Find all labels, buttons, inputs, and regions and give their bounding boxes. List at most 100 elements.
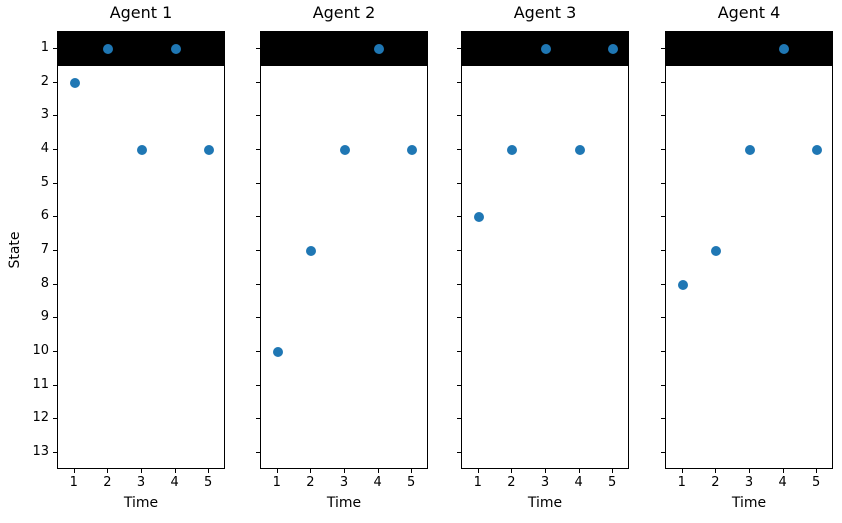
- y-tick: [661, 351, 665, 353]
- x-tick-label: 3: [540, 475, 550, 490]
- plot-area: [461, 31, 629, 469]
- y-tick: [457, 384, 461, 386]
- x-tick: [174, 469, 176, 473]
- y-tick: [661, 452, 665, 454]
- data-point: [306, 246, 317, 256]
- y-tick: [457, 148, 461, 150]
- y-tick: [661, 418, 665, 420]
- x-tick-label: 2: [306, 475, 315, 490]
- x-tick: [715, 469, 717, 473]
- x-tick: [511, 469, 513, 473]
- y-tick-label: 2: [40, 73, 49, 89]
- y-tick: [661, 81, 665, 83]
- y-tick: [53, 216, 57, 218]
- subplot-agent-1: Agent 1 Time 1 2 3 4 5 1 2 3 4 5 6 7 8 9 10 11 12 13: [32, 3, 225, 511]
- y-tick: [457, 317, 461, 319]
- y-tick: [457, 81, 461, 83]
- plot-area: [665, 31, 833, 469]
- x-tick: [681, 469, 683, 473]
- x-tick: [310, 469, 312, 473]
- x-tick-label: 3: [136, 475, 146, 490]
- y-tick: [256, 250, 260, 251]
- data-point: [473, 212, 484, 223]
- x-tick: [612, 469, 614, 473]
- data-point: [812, 144, 823, 155]
- y-tick: [53, 182, 57, 184]
- subplot-title: Agent 4: [717, 3, 781, 22]
- y-tick: [457, 418, 461, 420]
- x-tick: [141, 469, 142, 473]
- y-tick: [457, 351, 461, 353]
- y-tick-label: 4: [40, 140, 49, 156]
- x-tick-label: 2: [711, 475, 720, 490]
- subplot-title: Agent 3: [513, 3, 577, 22]
- subplot-title: Agent 1: [109, 3, 173, 22]
- y-tick: [53, 283, 57, 285]
- data-point: [340, 144, 350, 155]
- x-tick-label: 1: [677, 475, 686, 490]
- x-tick-label: 1: [69, 475, 78, 490]
- y-tick: [661, 148, 665, 150]
- y-tick: [457, 182, 461, 184]
- x-tick-label: 3: [339, 475, 349, 490]
- data-point: [69, 77, 80, 88]
- y-tick-label: 11: [32, 376, 49, 392]
- data-point: [778, 43, 789, 54]
- y-tick: [661, 115, 665, 117]
- y-tick: [457, 283, 461, 285]
- y-tick: [661, 384, 665, 386]
- x-tick-label: 4: [778, 475, 787, 490]
- x-tick-label: 1: [473, 475, 482, 490]
- y-tick: [661, 216, 665, 218]
- y-tick: [53, 47, 57, 49]
- data-point: [507, 144, 518, 155]
- y-tick: [53, 115, 57, 117]
- x-tick: [749, 469, 750, 473]
- x-tick-label: 4: [574, 475, 583, 490]
- state1-band: [666, 32, 832, 66]
- plot-area: [260, 31, 428, 469]
- y-tick: [53, 81, 57, 83]
- data-point: [541, 43, 551, 54]
- y-tick: [53, 351, 57, 353]
- y-tick: [256, 418, 260, 420]
- x-tick-label: 5: [812, 475, 821, 490]
- y-tick: [256, 182, 260, 184]
- y-tick-label: 8: [40, 275, 49, 291]
- y-tick: [53, 418, 57, 420]
- y-tick: [256, 452, 260, 454]
- x-axis-label: Time: [123, 495, 159, 511]
- y-tick-label: 12: [32, 410, 49, 426]
- data-point: [711, 246, 722, 256]
- x-tick: [276, 469, 278, 473]
- data-point: [373, 43, 384, 54]
- data-point: [608, 43, 619, 54]
- x-tick-label: 4: [170, 475, 179, 490]
- y-tick: [256, 317, 260, 319]
- data-point: [407, 144, 418, 155]
- x-tick: [545, 469, 546, 473]
- y-tick: [457, 47, 461, 49]
- x-tick-label: 5: [608, 475, 617, 490]
- y-tick: [256, 148, 260, 150]
- y-tick-label: 13: [32, 444, 49, 460]
- state1-band: [58, 32, 224, 66]
- y-tick: [457, 452, 461, 454]
- y-tick: [53, 250, 57, 251]
- data-point: [204, 144, 215, 155]
- x-tick: [344, 469, 345, 473]
- data-point: [677, 279, 688, 290]
- y-tick-label: 3: [40, 107, 49, 123]
- x-axis-label: Time: [731, 495, 767, 511]
- y-tick-label: 9: [40, 309, 49, 325]
- y-tick-label: 5: [40, 174, 49, 190]
- x-tick: [816, 469, 818, 473]
- x-tick-label: 3: [744, 475, 754, 490]
- data-point: [574, 144, 585, 155]
- y-tick: [256, 384, 260, 386]
- data-point: [103, 43, 114, 54]
- y-tick: [661, 47, 665, 49]
- x-tick: [377, 469, 379, 473]
- subplot-agent-4: Agent 4 Time 1 2 3 4 5: [661, 3, 833, 511]
